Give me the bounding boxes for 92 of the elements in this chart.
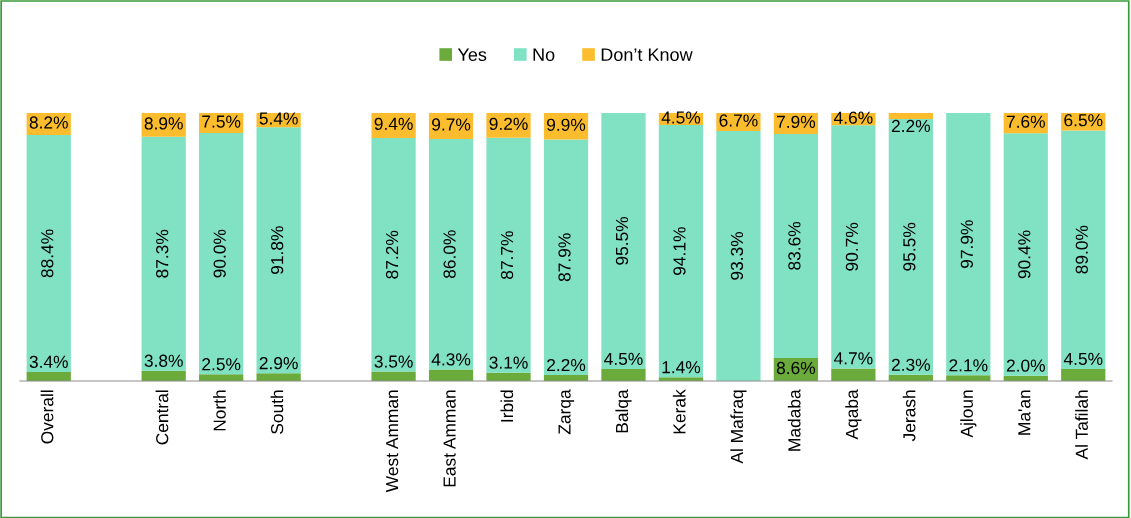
x-tick-label: Ma'an <box>1018 390 1031 435</box>
data-label: 4.5% <box>604 352 643 366</box>
bar <box>1061 368 1106 381</box>
bar <box>199 133 244 375</box>
bar <box>831 125 876 369</box>
data-label: 2.2% <box>891 119 931 133</box>
data-label: 8.2% <box>29 116 68 129</box>
x-tick-label: Zarqa <box>558 389 575 435</box>
x-tick-label: Overall <box>40 390 54 444</box>
bar <box>371 137 416 372</box>
x-tick-label: Al Mafraq <box>730 390 747 464</box>
data-label: 5.4% <box>259 112 298 125</box>
data-label: 3.5% <box>374 355 413 368</box>
bar <box>486 137 531 373</box>
data-label: 87.7% <box>500 231 514 280</box>
data-label: 2.2% <box>547 358 586 372</box>
data-label: 87.3% <box>156 229 169 278</box>
bar <box>831 368 876 381</box>
bar <box>946 113 991 376</box>
data-label: 3.4% <box>29 355 68 368</box>
data-label: 90.7% <box>845 222 859 271</box>
data-label: 94.1% <box>673 227 686 275</box>
x-tick-label: Central <box>155 390 169 445</box>
data-label: 2.1% <box>949 359 988 372</box>
data-label: 8.9% <box>144 117 183 130</box>
bar <box>716 130 761 381</box>
bar <box>486 113 531 138</box>
data-label: 2.3% <box>891 358 931 371</box>
bar <box>256 127 301 374</box>
data-label: 4.7% <box>833 352 873 365</box>
data-label: 1.4% <box>662 361 701 374</box>
x-tick-label: North <box>213 390 226 431</box>
data-label: 7.6% <box>1006 115 1045 128</box>
data-label: 4.6% <box>833 111 873 124</box>
bar <box>1003 133 1048 376</box>
bar <box>543 139 589 376</box>
x-tick-label: Aqaba <box>845 389 862 440</box>
bar <box>888 118 933 375</box>
bar <box>1061 130 1106 369</box>
bar <box>888 113 933 119</box>
data-label: 9.4% <box>374 117 413 130</box>
bar <box>601 113 646 369</box>
data-label: 90.0% <box>213 229 226 278</box>
data-label: 7.9% <box>777 115 816 128</box>
data-label: 88.4% <box>41 229 54 278</box>
x-tick-label: Jerash <box>902 390 916 442</box>
legend-label: Yes <box>457 48 487 62</box>
data-label: 4.5% <box>1063 352 1103 366</box>
data-label: 83.6% <box>788 221 801 270</box>
data-label: 87.9% <box>558 233 571 282</box>
x-tick-label: South <box>270 390 284 434</box>
bar <box>601 368 646 381</box>
data-label: 9.9% <box>547 118 586 131</box>
data-label: 2.9% <box>259 357 298 370</box>
x-tick-label: Irbid <box>500 390 514 422</box>
data-label: 6.5% <box>1064 114 1103 127</box>
x-tick-label: Madaba <box>787 389 801 451</box>
data-label: 97.9% <box>960 220 973 268</box>
x-tick-label: East Amman <box>443 390 456 487</box>
x-tick-label: Balqa <box>615 389 632 433</box>
data-label: 95.5% <box>903 222 916 271</box>
bar <box>26 134 71 372</box>
data-label: 2.5% <box>202 358 241 371</box>
data-label: 6.7% <box>719 114 758 127</box>
legend-label: Don’t Know <box>601 48 693 62</box>
bar <box>428 369 474 381</box>
data-label: 91.8% <box>271 226 284 275</box>
data-label: 4.5% <box>661 111 701 124</box>
data-label: 2.0% <box>1006 359 1045 372</box>
bar <box>658 125 704 378</box>
bar <box>256 373 301 381</box>
data-label: 89.0% <box>1075 225 1088 274</box>
data-label: 87.2% <box>385 230 399 279</box>
bar <box>141 136 186 371</box>
bar <box>428 139 474 370</box>
x-tick-label: Kerak <box>672 389 686 434</box>
data-label: 93.3% <box>730 231 744 280</box>
x-tick-label: West Amman <box>386 390 399 493</box>
data-label: 7.5% <box>202 115 241 128</box>
data-label: 9.7% <box>432 118 471 131</box>
x-tick-label: Ajloun <box>960 390 977 438</box>
data-label: 95.5% <box>615 216 629 265</box>
data-label: 4.3% <box>431 353 471 366</box>
data-label: 3.1% <box>489 356 528 369</box>
data-label: 90.4% <box>1018 230 1031 279</box>
legend-label: No <box>533 48 555 62</box>
data-label: 3.8% <box>144 354 183 367</box>
data-label: 9.2% <box>489 117 528 130</box>
bar <box>773 133 819 358</box>
data-label: 86.0% <box>443 230 456 279</box>
data-label: 8.6% <box>776 361 816 375</box>
x-tick-label: Al Tafilah <box>1075 390 1088 460</box>
